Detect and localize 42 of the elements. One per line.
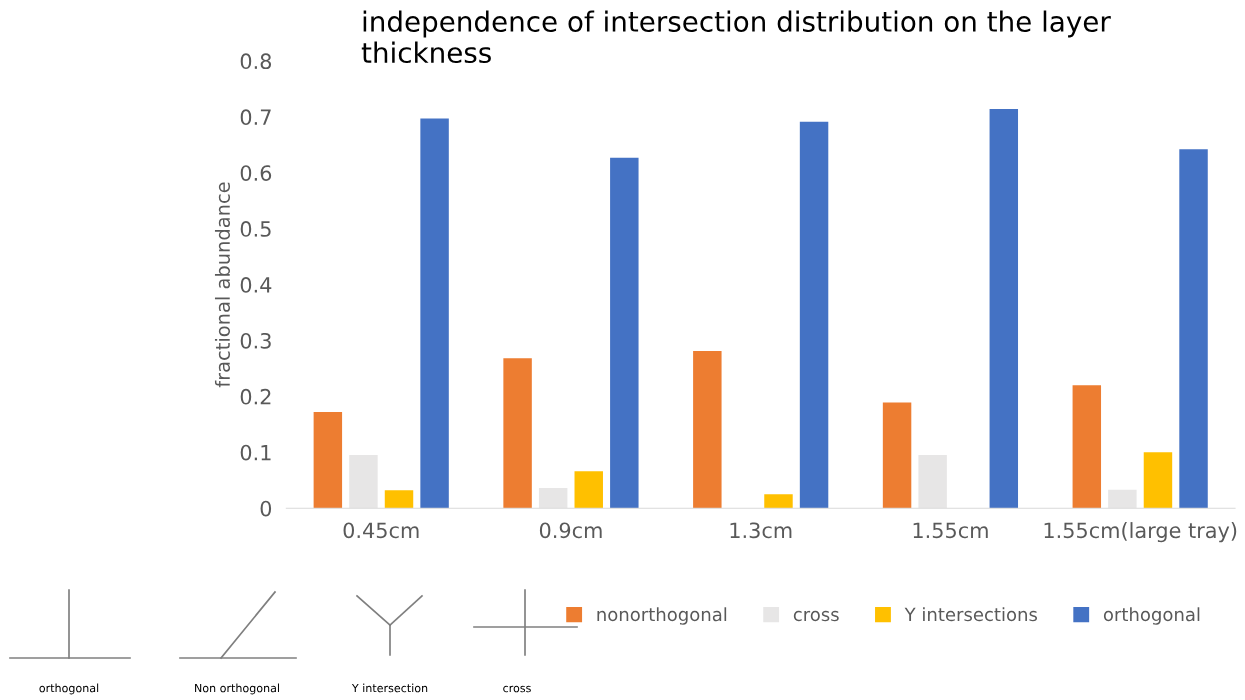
legend-label: cross: [793, 610, 839, 622]
bar: [799, 121, 829, 509]
y-tick-label: 0.5: [240, 221, 271, 237]
x-tick-label: 0.9cm: [539, 522, 602, 539]
y-tick-label: 0.4: [240, 277, 272, 293]
y-tick-label: 0.7: [240, 109, 271, 126]
y-tick-label: 0: [260, 500, 272, 517]
x-tick-label: 1.55cm: [913, 522, 988, 539]
bar: [503, 358, 532, 509]
legend-label: Y intersections: [904, 607, 1038, 622]
x-tick-label: 1.55cm(large tray): [1044, 522, 1237, 543]
chart-title: independence of intersection distribution on the layer thickness: [361, 10, 1111, 64]
text: Non orthogonal: [195, 683, 279, 695]
bar: [918, 455, 947, 509]
bar: [882, 402, 912, 509]
bar: [574, 471, 603, 509]
bar: [349, 455, 378, 509]
bar: [313, 412, 343, 509]
text: orthogonal: [39, 683, 99, 695]
y-axis-title: fractional abundance: [214, 182, 231, 388]
y-tick-label: 0.6: [240, 165, 272, 181]
x-tick-label: 1.3cm: [730, 522, 792, 539]
bar: [384, 490, 414, 509]
y-tick-label: 0.8: [240, 53, 272, 70]
x-tick-label: 0.45cm: [343, 522, 419, 539]
bar: [610, 157, 639, 509]
y-tick-label: 0.1: [240, 444, 271, 461]
bar: [1108, 489, 1137, 509]
bar: [764, 494, 793, 509]
bar: [989, 108, 1019, 509]
bar: [1143, 452, 1173, 509]
y-tick-label: 0.2: [240, 388, 271, 405]
text: Y intersection: [351, 683, 428, 693]
bar: [1179, 149, 1208, 509]
legend-label: orthogonal: [1103, 607, 1200, 625]
text: cross: [503, 685, 531, 693]
bar: [420, 118, 449, 509]
y-tick-label: 0.3: [240, 332, 271, 349]
bar: [693, 351, 722, 509]
bar: [1072, 385, 1102, 509]
legend-label: nonorthogonal: [597, 607, 727, 625]
bar: [538, 488, 568, 509]
